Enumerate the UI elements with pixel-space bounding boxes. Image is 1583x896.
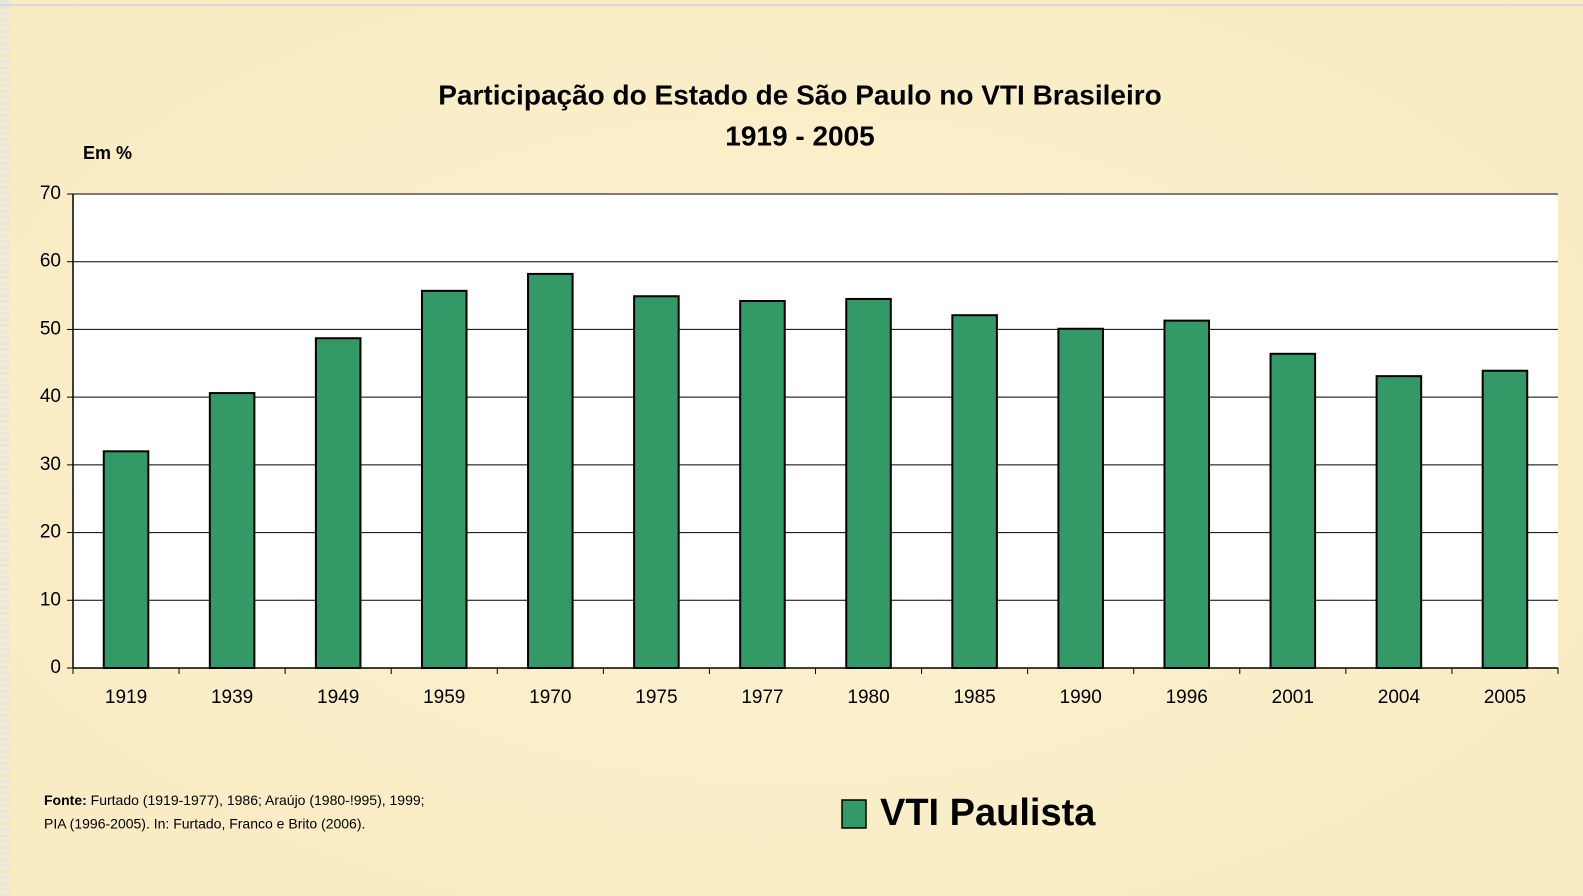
- y-tick-label: 50: [40, 318, 61, 339]
- bar: [314, 337, 362, 669]
- source: Fonte: Furtado (1919-1977), 1986; Araújo…: [44, 792, 425, 808]
- y-tick-label: 0: [50, 657, 61, 678]
- y-tick-label: 70: [40, 183, 61, 204]
- y-tick-label: 20: [40, 522, 61, 543]
- x-tick-label: 1919: [105, 687, 147, 708]
- legend-label: VTI Paulista: [880, 792, 1096, 834]
- x-tick-label: 1980: [847, 687, 889, 708]
- bar: [527, 272, 574, 669]
- bar: [1269, 352, 1317, 669]
- x-tick-label: 2005: [1484, 687, 1526, 708]
- x-tick-label: 2004: [1378, 687, 1421, 708]
- x-tick-label: 1970: [529, 687, 571, 708]
- bar: [1375, 375, 1423, 669]
- x-tick-label: 1959: [423, 687, 465, 708]
- bar: [420, 289, 468, 669]
- chart-subtitle: 1919 - 2005: [725, 120, 874, 151]
- source-line: Furtado (1919-1977), 1986; Araújo (1980-…: [91, 792, 425, 808]
- x-tick-label: 1985: [953, 687, 995, 708]
- bar: [208, 392, 256, 669]
- source-label: Fonte:: [44, 792, 87, 808]
- bar: [1163, 319, 1211, 669]
- bar: [1057, 327, 1104, 669]
- x-tick-label: 1996: [1166, 687, 1208, 708]
- x-tick-label: 1939: [211, 687, 253, 708]
- source-line: PIA (1996-2005). In: Furtado, Franco e B…: [44, 816, 365, 832]
- bar: [845, 297, 892, 669]
- y-tick-label: 60: [40, 251, 61, 272]
- legend-swatch: [841, 799, 867, 829]
- y-tick-label: 10: [40, 589, 61, 610]
- y-tick-label: 40: [40, 386, 61, 407]
- x-tick-label: 1975: [635, 687, 677, 708]
- y-tick-label: 30: [40, 454, 61, 475]
- plot-area: [73, 194, 1558, 668]
- left-border: [0, 0, 10, 896]
- bar: [633, 295, 680, 669]
- bar: [951, 314, 998, 669]
- bar: [739, 299, 786, 669]
- x-tick-label: 2001: [1272, 687, 1314, 708]
- chart-title: Participação do Estado de São Paulo no V…: [438, 79, 1162, 110]
- x-tick-label: 1949: [317, 687, 359, 708]
- y-axis-label: Em %: [83, 143, 132, 163]
- bar: [1481, 369, 1529, 669]
- x-tick-label: 1977: [741, 687, 783, 708]
- x-tick-label: 1990: [1060, 687, 1102, 708]
- bar: [102, 450, 150, 670]
